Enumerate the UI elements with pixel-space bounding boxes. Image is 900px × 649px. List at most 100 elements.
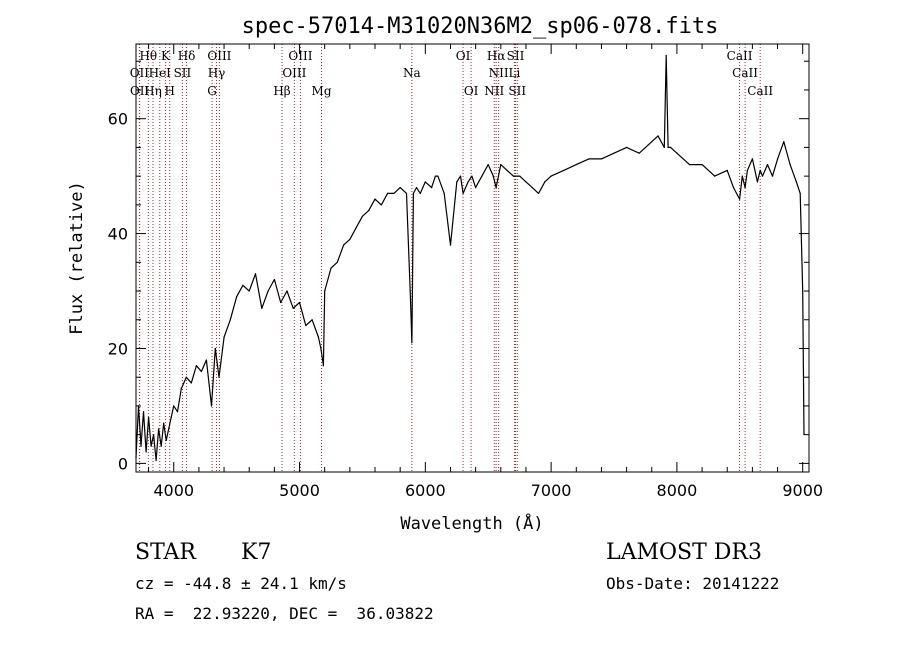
spectrum-point [393,192,395,194]
y-tick-label: 0 [118,454,128,473]
spectrum-point [600,158,603,160]
spectrum-point [525,181,527,183]
spectrum-point [205,359,208,361]
spectrum-point [399,187,401,189]
spectrum-point [657,135,659,137]
spectrum-point [380,204,382,206]
y-tick-label: 40 [108,225,128,244]
spectrum-point [218,376,220,378]
spectrum-point [467,181,469,183]
line-label-oi: OI [456,49,471,63]
spectrum-point [317,336,320,338]
spectrum-point [456,181,458,183]
line-label-na: Na [403,66,421,80]
spectrum-point [688,164,691,166]
spectrum-point [236,296,238,298]
spectrum-point [751,158,753,160]
y-tick-label: 20 [108,339,128,358]
spectrum-point [210,405,213,407]
spectrum-point [223,336,225,338]
plot-frame [135,43,810,473]
spectrum-point [789,164,791,166]
line-label-sii: SII [507,49,525,63]
spectrum-point [714,175,716,177]
spectrum-point [261,307,263,309]
spectrum-point [487,164,489,166]
line-label-sii: SII [508,84,526,98]
line-label-k: K [161,49,171,63]
spectrum-point [665,54,667,57]
spectrum-point [214,347,216,350]
spectrum-point [563,169,565,171]
spectrum-point [254,273,257,275]
spectrum-point [506,169,508,171]
spectrum-point [761,175,764,177]
spectrum-point [495,187,497,189]
emission-line-markers [138,44,761,472]
line-label-g: G [207,84,217,98]
spectrum-point [180,388,182,390]
spectrum-point [147,416,150,419]
x-tick-label: 6000 [405,481,446,500]
spectrum-point [145,451,147,453]
spectrum-point [165,439,167,442]
spectrum-point [802,290,804,292]
line-label-hγ: Hγ [208,66,226,80]
spectrum-point [140,445,142,447]
spectrum-point [475,187,477,189]
spectrum-point [355,227,357,229]
spectrum-point [342,244,345,246]
spectrum-point [741,175,743,177]
spectrum-point [324,290,326,292]
y-axis-ticks: 0 20 40 60 [108,60,809,473]
y-tick-label: 60 [108,110,128,129]
spectrum-point [651,141,653,143]
line-label-oii: OII [130,66,150,80]
x-tick-label: 7000 [531,481,572,500]
spectrum-point [437,175,439,177]
spectrum-point [481,175,483,177]
spectrum-point [519,175,521,177]
line-label-mg: Mg [312,84,332,98]
spectrum-point [292,307,294,309]
spectrum-point [142,411,145,413]
spectrum-point [726,169,728,171]
spectrum-point [286,290,288,292]
spectrum-point [195,365,197,367]
spectrum-point [443,192,445,194]
spectrum-point [298,301,301,304]
spectrum-point [267,290,269,292]
spectrum-point [759,169,761,171]
spectrum-point [405,192,408,194]
spectrum-point [200,370,203,373]
spectral-subclass: K7 [241,540,272,565]
spectrum-point [386,192,389,194]
line-label-h: H [164,84,174,98]
spectrum-point [462,192,464,194]
spectrum-point [320,347,322,350]
spectrum-point [155,459,157,462]
line-label-caii: CaII [747,84,773,98]
spectrum-point [625,146,628,149]
spectrum-point [795,181,798,183]
spectrum-point [701,164,703,166]
spectrum-point [185,376,187,378]
line-label-oi: OI [464,84,479,98]
spectrum-point [613,152,615,154]
spectrum-point [500,164,502,166]
spectrum-point [248,290,250,292]
spectrum-point [412,192,414,194]
y-axis-label: Flux (relative) [67,181,87,335]
spectrum-point [411,342,413,344]
spectrum-point [158,428,160,430]
spectrum-point [537,192,540,194]
spectrum-point [492,175,494,177]
spectrum-point [738,198,741,200]
spectrum-point [374,198,376,200]
observation-date: Obs-Date: 20141222 [606,574,780,593]
spectrum-point [670,146,672,149]
spectrum-point [176,411,179,413]
spectrum-point [744,187,746,189]
spectrum-point [305,324,307,327]
